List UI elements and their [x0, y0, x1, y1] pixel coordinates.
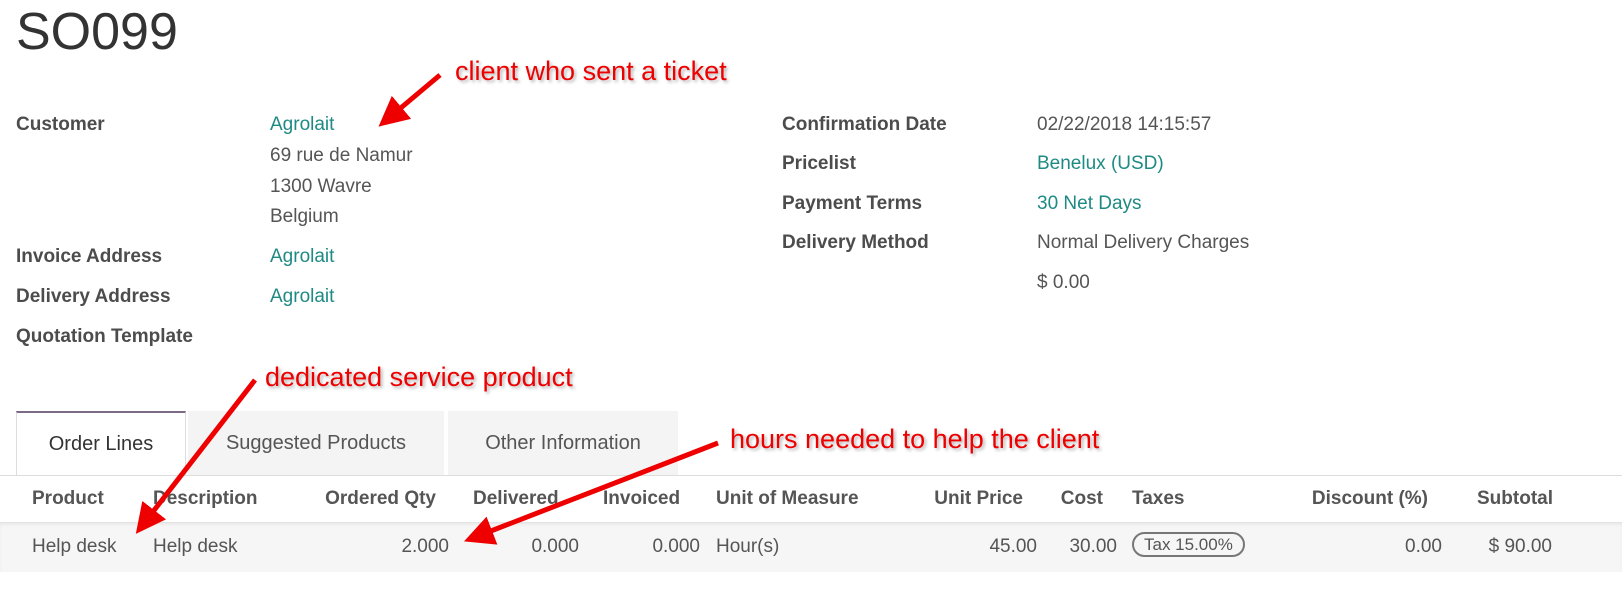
tab-order-lines[interactable]: Order Lines	[16, 411, 186, 475]
confirmation-date-value: 02/22/2018 14:15:57	[1037, 114, 1212, 135]
col-cost[interactable]: Cost	[1060, 488, 1103, 509]
cell-uom: Hour(s)	[716, 536, 780, 557]
delivery-address-label: Delivery Address	[16, 286, 171, 307]
tab-other-information[interactable]: Other Information	[448, 411, 678, 475]
col-unit-price[interactable]: Unit Price	[934, 488, 1023, 509]
tab-suggested-products[interactable]: Suggested Products	[188, 411, 444, 475]
delivery-cost-value: $ 0.00	[1037, 272, 1090, 293]
cell-ordered-qty: 2.000	[401, 536, 449, 557]
address-line: 69 rue de Namur	[270, 145, 413, 166]
cell-taxes: Tax 15.00%	[1132, 532, 1245, 557]
cell-unit-price: 45.00	[989, 536, 1037, 557]
quotation-template-label: Quotation Template	[16, 326, 193, 347]
col-taxes[interactable]: Taxes	[1132, 488, 1185, 509]
cell-cost: 30.00	[1069, 536, 1117, 557]
customer-label: Customer	[16, 114, 105, 135]
invoice-address-link[interactable]: Agrolait	[270, 246, 335, 267]
col-description[interactable]: Description	[153, 488, 258, 509]
cell-delivered: 0.000	[531, 536, 579, 557]
annotation-service-product: dedicated service product	[265, 362, 573, 392]
address-line: Belgium	[270, 206, 339, 227]
col-delivered[interactable]: Delivered	[473, 488, 559, 509]
arrow-icon	[378, 73, 442, 127]
cell-discount: 0.00	[1405, 536, 1442, 557]
customer-link[interactable]: Agrolait	[270, 114, 335, 135]
page-title: SO099	[16, 3, 178, 61]
address-line: 1300 Wavre	[270, 176, 372, 197]
col-invoiced[interactable]: Invoiced	[603, 488, 681, 509]
annotation-client: client who sent a ticket	[455, 56, 727, 86]
annotation-hours: hours needed to help the client	[730, 424, 1100, 454]
delivery-address-link[interactable]: Agrolait	[270, 286, 335, 307]
cell-invoiced: 0.000	[652, 536, 700, 557]
payment-terms-link[interactable]: 30 Net Days	[1037, 193, 1142, 214]
col-unit-of-measure[interactable]: Unit of Measure	[716, 488, 859, 509]
table-row[interactable]	[0, 522, 1622, 572]
payment-terms-label: Payment Terms	[782, 193, 923, 214]
pricelist-label: Pricelist	[782, 153, 856, 174]
tabs-divider	[0, 475, 1622, 476]
invoice-address-label: Invoice Address	[16, 246, 163, 267]
pricelist-link[interactable]: Benelux (USD)	[1037, 153, 1164, 174]
col-product[interactable]: Product	[32, 488, 104, 509]
delivery-method-label: Delivery Method	[782, 232, 929, 253]
confirmation-date-label: Confirmation Date	[782, 114, 947, 135]
arrow-icon	[135, 378, 257, 534]
cell-product: Help desk	[32, 536, 117, 557]
col-subtotal[interactable]: Subtotal	[1477, 488, 1553, 509]
col-discount[interactable]: Discount (%)	[1311, 488, 1428, 509]
col-ordered-qty[interactable]: Ordered Qty	[325, 488, 436, 509]
cell-description: Help desk	[153, 536, 238, 557]
arrow-icon	[464, 440, 719, 545]
delivery-method-value: Normal Delivery Charges	[1037, 232, 1250, 253]
tax-badge: Tax 15.00%	[1132, 532, 1245, 557]
cell-subtotal: $ 90.00	[1488, 536, 1552, 557]
